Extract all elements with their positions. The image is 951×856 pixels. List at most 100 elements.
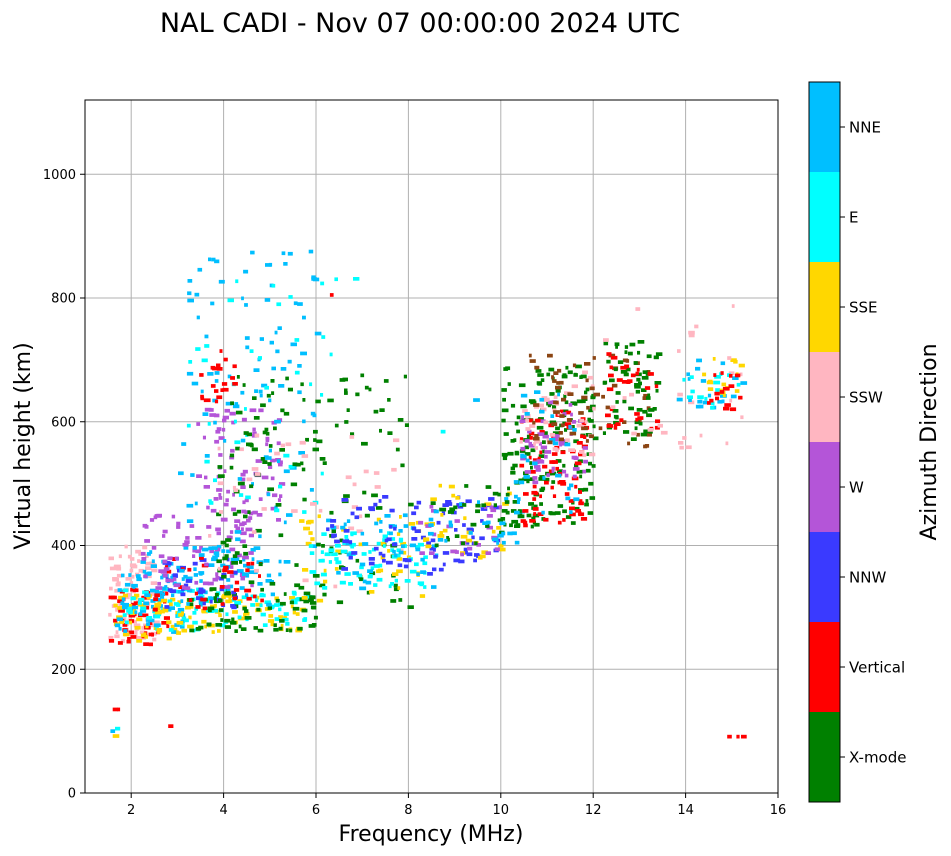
echo-cell	[514, 494, 518, 499]
echo-cell	[148, 632, 154, 637]
echo-cell	[517, 514, 525, 519]
echo-cell	[264, 427, 269, 432]
echo-cell	[448, 523, 453, 528]
echo-cell	[274, 508, 280, 513]
echo-cell	[535, 369, 542, 373]
echo-cell	[378, 499, 382, 503]
echo-cell	[606, 359, 611, 364]
echo-cell	[505, 492, 510, 497]
echo-cell	[550, 485, 554, 490]
echo-cell	[112, 734, 120, 738]
echo-cell	[156, 513, 162, 518]
echo-cell	[320, 471, 324, 476]
echo-cell	[234, 601, 242, 605]
echo-cell	[203, 485, 210, 489]
echo-cell	[136, 574, 141, 578]
echo-cell	[586, 405, 590, 410]
echo-cell	[559, 480, 566, 484]
echo-cell	[565, 410, 572, 415]
echo-cell	[173, 602, 179, 606]
echo-cell	[274, 451, 280, 456]
echo-cell	[615, 391, 621, 395]
echo-cell	[320, 281, 325, 286]
echo-cell	[266, 393, 271, 398]
echo-cell	[366, 590, 370, 595]
echo-cell	[185, 536, 190, 540]
echo-cell	[262, 623, 268, 627]
echo-cell	[525, 418, 530, 423]
echo-cell	[640, 388, 647, 392]
echo-cell	[234, 419, 237, 424]
echo-cell	[576, 470, 580, 474]
echo-cell	[292, 462, 298, 467]
echo-cell	[577, 459, 583, 464]
echo-cell	[136, 636, 143, 640]
echo-cell	[218, 608, 224, 612]
echo-cell	[568, 499, 574, 503]
echo-cell	[613, 367, 618, 372]
echo-cell	[524, 470, 531, 474]
echo-cell	[224, 585, 231, 589]
echo-cell	[252, 396, 257, 400]
echo-cell	[463, 516, 467, 520]
echo-cell	[280, 623, 284, 628]
echo-cell	[216, 395, 223, 400]
echo-cell	[300, 382, 304, 387]
echo-cell	[654, 381, 662, 385]
echo-cell	[300, 461, 304, 466]
echo-cell	[584, 362, 591, 366]
echo-cell	[637, 416, 644, 420]
echo-cell	[512, 500, 517, 504]
echo-cell	[116, 615, 123, 620]
echo-cell	[239, 447, 244, 452]
echo-cell	[546, 372, 551, 377]
echo-cell	[590, 384, 595, 389]
echo-cell	[129, 568, 134, 573]
echo-cell	[224, 554, 229, 558]
echo-cell	[539, 397, 545, 402]
echo-cell	[473, 558, 477, 563]
echo-cell	[615, 422, 621, 426]
echo-cell	[267, 619, 275, 623]
echo-cell	[404, 423, 409, 427]
echo-cell	[560, 450, 566, 455]
echo-cell	[584, 390, 588, 395]
echo-cells	[108, 249, 748, 739]
echo-cell	[319, 457, 326, 461]
echo-cell	[641, 376, 649, 380]
echo-cell	[207, 372, 214, 376]
echo-cell	[537, 512, 544, 516]
x-tick-label: 4	[219, 803, 227, 818]
echo-cell	[481, 503, 486, 508]
plot-frame	[84, 99, 779, 794]
echo-cell	[254, 389, 259, 393]
echo-cell	[412, 526, 417, 531]
echo-cell	[359, 577, 364, 582]
echo-cell	[575, 509, 581, 513]
echo-cell	[402, 513, 408, 518]
echo-cell	[696, 358, 702, 363]
echo-cell	[378, 563, 383, 568]
echo-cell	[263, 559, 270, 563]
echo-cell	[361, 552, 367, 556]
echo-cell	[519, 437, 524, 441]
echo-cell	[485, 524, 490, 528]
echo-cell	[582, 399, 586, 404]
echo-cell	[527, 429, 532, 434]
echo-cell	[126, 608, 131, 613]
echo-cell	[587, 375, 594, 380]
echo-cell	[152, 607, 158, 612]
echo-cell	[222, 415, 229, 420]
echo-cell	[111, 595, 117, 600]
echo-cell	[174, 556, 179, 561]
echo-cell	[404, 579, 411, 583]
echo-cell	[242, 555, 249, 560]
echo-cell	[216, 363, 221, 368]
echo-cell	[551, 375, 554, 379]
echo-cell	[467, 546, 473, 551]
echo-cell	[373, 583, 378, 587]
echo-cell	[448, 520, 453, 525]
echo-cell	[522, 477, 529, 482]
echo-cell	[712, 357, 716, 361]
echo-cell	[702, 372, 707, 377]
